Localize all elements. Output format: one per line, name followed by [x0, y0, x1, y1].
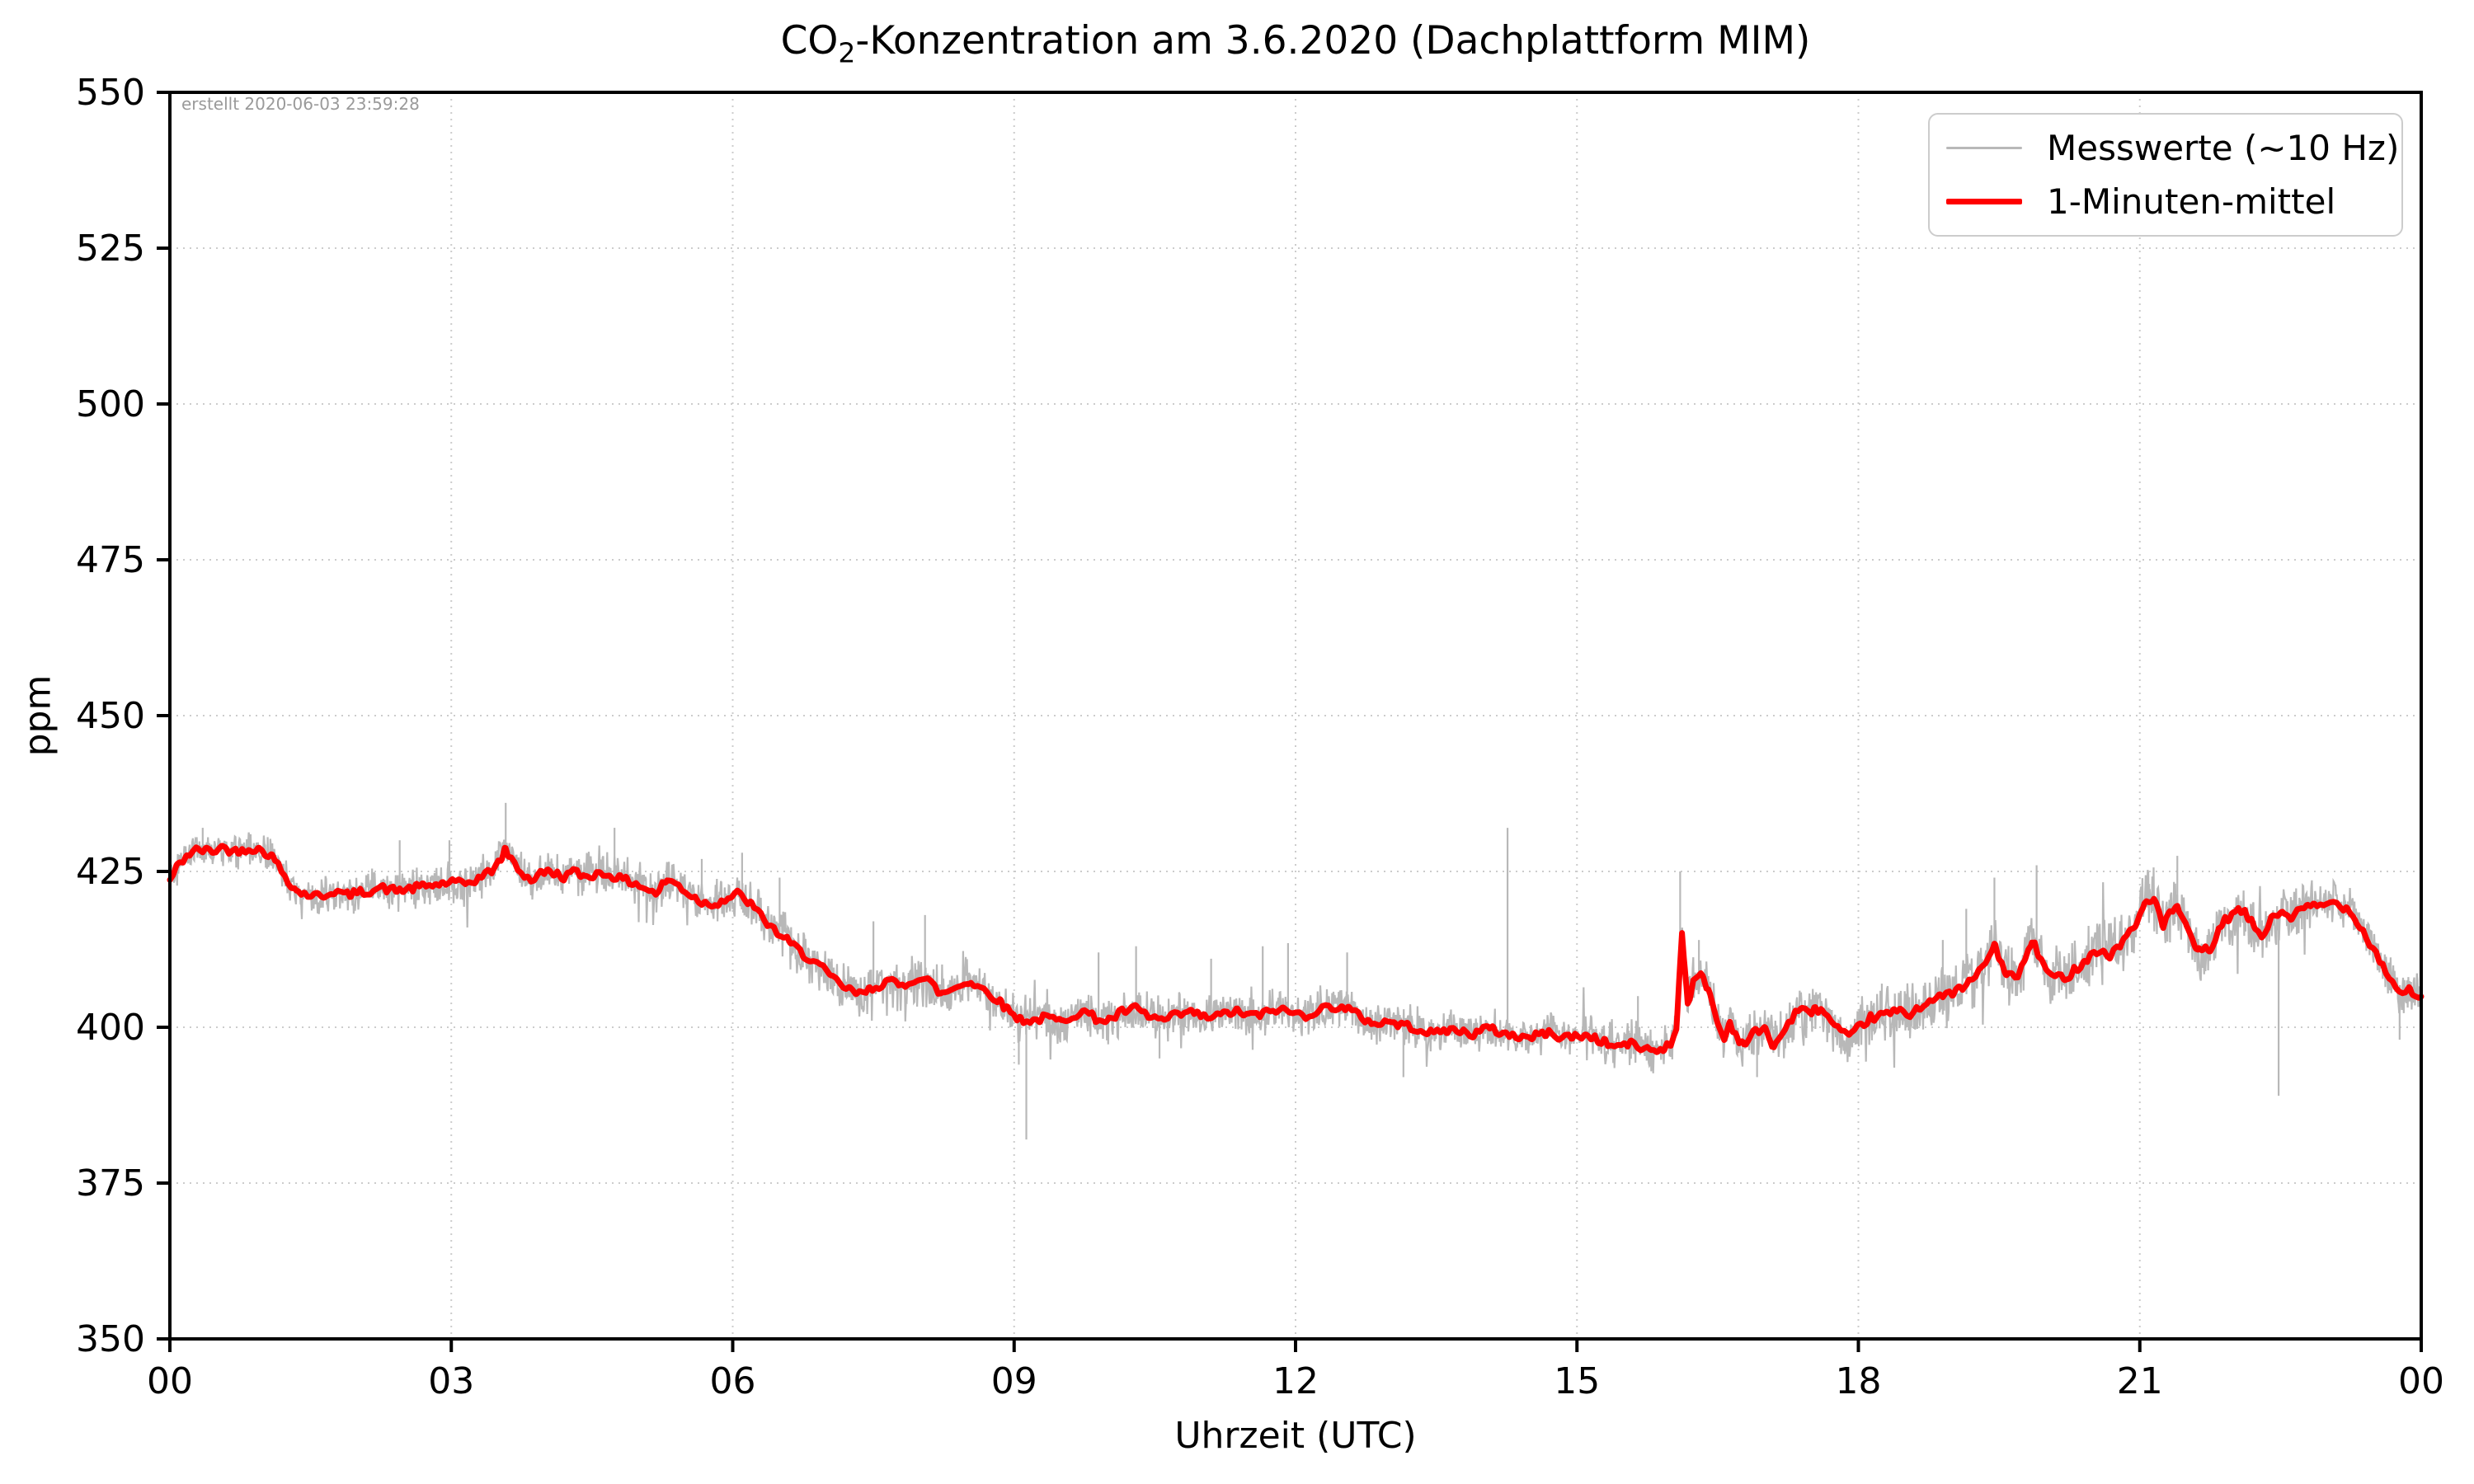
legend-raw-line-swatch	[1946, 147, 2022, 149]
y-tick-label: 425	[76, 851, 145, 893]
x-tick-label: 15	[1554, 1360, 1600, 1402]
legend-box: Messwerte (~10 Hz) 1-Minuten-mittel	[1928, 113, 2403, 237]
x-tick-label: 03	[428, 1360, 474, 1402]
mean-series-path	[167, 843, 2425, 1055]
y-tick-label: 500	[76, 383, 145, 425]
x-tick-label: 09	[991, 1360, 1037, 1402]
x-tick-label: 12	[1272, 1360, 1319, 1402]
y-tick-label: 475	[76, 539, 145, 581]
legend-item-raw: Messwerte (~10 Hz)	[1946, 130, 2399, 166]
legend-raw-label: Messwerte (~10 Hz)	[2047, 127, 2400, 168]
x-axis-label: Uhrzeit (UTC)	[1174, 1415, 1417, 1457]
x-tick-label: 00	[147, 1360, 193, 1402]
y-tick-label: 400	[76, 1007, 145, 1049]
y-tick-label: 525	[76, 228, 145, 270]
chart-title-subscript: 2	[838, 36, 856, 69]
legend-mean-line-swatch	[1946, 199, 2022, 204]
y-axis-label: ppm	[16, 674, 59, 757]
legend-mean-label: 1-Minuten-mittel	[2047, 181, 2336, 222]
x-tick-label: 06	[710, 1360, 756, 1402]
x-tick-label: 21	[2117, 1360, 2163, 1402]
y-tick-label: 350	[76, 1318, 145, 1360]
created-timestamp-note: erstellt 2020-06-03 23:59:28	[181, 94, 420, 114]
raw-series-path	[168, 832, 2422, 1073]
y-tick-label: 550	[76, 72, 145, 114]
y-tick-label: 375	[76, 1162, 145, 1205]
chart-title-post: -Konzentration am 3.6.2020 (Dachplattfor…	[855, 18, 1811, 63]
x-tick-label: 18	[1836, 1360, 1882, 1402]
y-tick-label: 450	[76, 695, 145, 737]
legend-item-mean: 1-Minuten-mittel	[1946, 181, 2385, 222]
x-tick-label: 00	[2398, 1360, 2444, 1402]
chart-title: CO2-Konzentration am 3.6.2020 (Dachplatt…	[170, 18, 2421, 68]
chart-title-pre: CO	[780, 18, 839, 63]
